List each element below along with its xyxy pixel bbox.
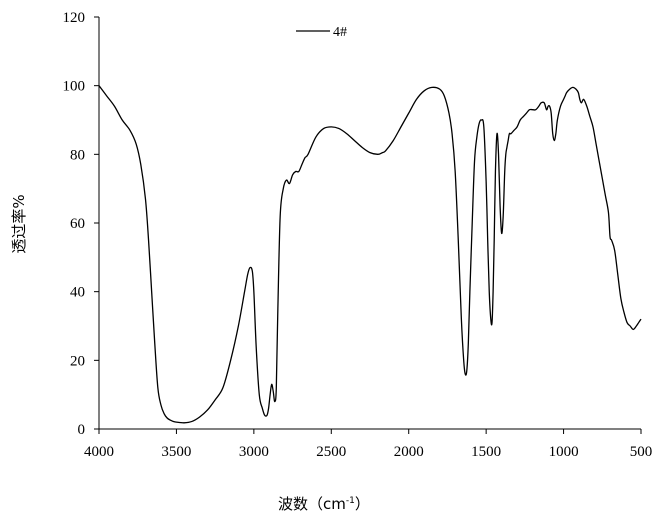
- x-axis-title: 波数（cm-1）: [278, 495, 370, 513]
- x-axis-ticks: 4000 3500 3000 2500 2000 1500 1000 500: [84, 429, 652, 460]
- y-axis-title: 透过率%: [10, 194, 28, 253]
- y-tick-label: 20: [70, 353, 85, 369]
- y-tick-label: 100: [63, 79, 86, 95]
- y-tick-label: 40: [70, 285, 85, 301]
- x-tick-label: 2500: [316, 444, 346, 460]
- x-axis-title-close: ）: [355, 495, 370, 513]
- plot-area: [98, 85, 642, 424]
- x-axis-title-main: 波数（cm: [278, 495, 346, 513]
- y-tick-label: 0: [78, 422, 86, 438]
- x-tick-label: 3500: [161, 444, 191, 460]
- y-tick-label: 120: [63, 10, 86, 26]
- x-tick-label: 1000: [549, 444, 579, 460]
- y-tick-label: 60: [70, 216, 85, 232]
- x-tick-label: 4000: [84, 444, 114, 460]
- y-axis-ticks: 0 20 40 60 80 100 120: [63, 10, 99, 438]
- x-tick-label: 3000: [239, 444, 269, 460]
- x-tick-label: 1500: [471, 444, 501, 460]
- x-axis-title-unit-exponent: -1: [346, 496, 355, 506]
- x-tick-label: 500: [630, 444, 653, 460]
- x-tick-label: 2000: [394, 444, 424, 460]
- y-tick-label: 80: [70, 147, 85, 163]
- series-line-4: [98, 85, 642, 424]
- legend: 4#: [296, 25, 347, 40]
- legend-label: 4#: [333, 25, 347, 40]
